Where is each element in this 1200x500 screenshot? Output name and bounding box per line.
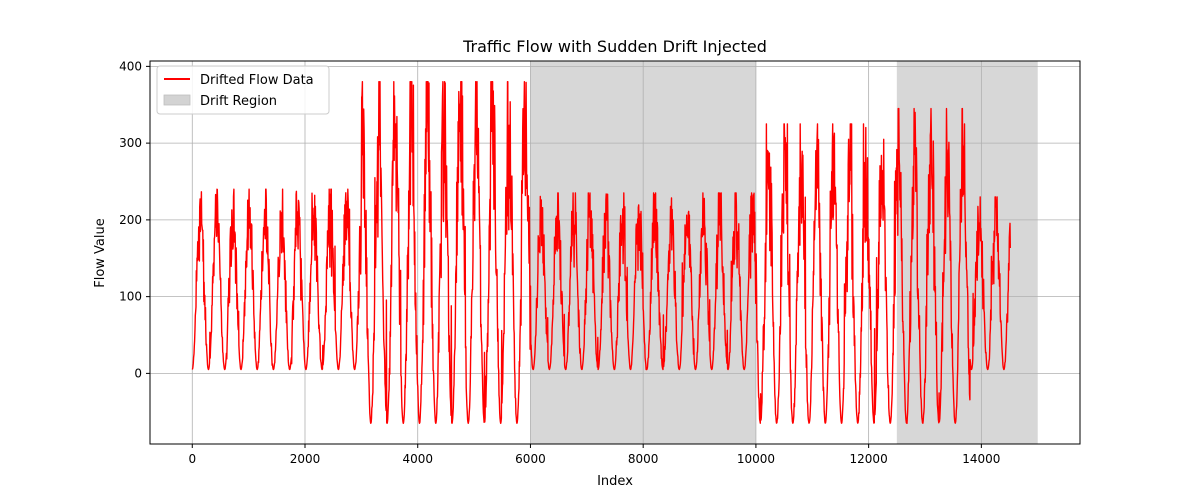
plot-frame [149,60,1081,445]
y-tick-label: 0 [134,366,142,380]
y-tick-label: 200 [119,213,142,227]
x-tick-label: 10000 [737,452,775,466]
y-tick-label: 100 [119,290,142,304]
x-tick-label: 14000 [962,452,1000,466]
x-tick-label: 8000 [628,452,659,466]
legend: Drifted Flow Data Drift Region [156,65,330,115]
axis-ticks: 0 2000 4000 6000 8000 10000 12000 14000 0 100 200 3… [119,59,1000,466]
x-tick-label: 0 [188,452,196,466]
legend-patch-swatch [163,94,191,106]
x-tick-label: 12000 [850,452,888,466]
chart-title: Traffic Flow with Sudden Drift Injected [462,37,767,56]
y-axis-label: Flow Value [93,218,108,288]
legend-box [156,65,330,115]
x-tick-label: 6000 [515,452,546,466]
series-line-0 [191,81,1011,424]
y-tick-label: 300 [119,136,142,150]
x-tick-label: 2000 [290,452,321,466]
x-axis-label: Index [597,474,633,489]
legend-label: Drift Region [200,94,277,109]
series-layer [191,81,1011,424]
legend-label: Drifted Flow Data [200,73,314,88]
y-tick-label: 400 [119,59,142,73]
x-tick-label: 4000 [402,452,433,466]
